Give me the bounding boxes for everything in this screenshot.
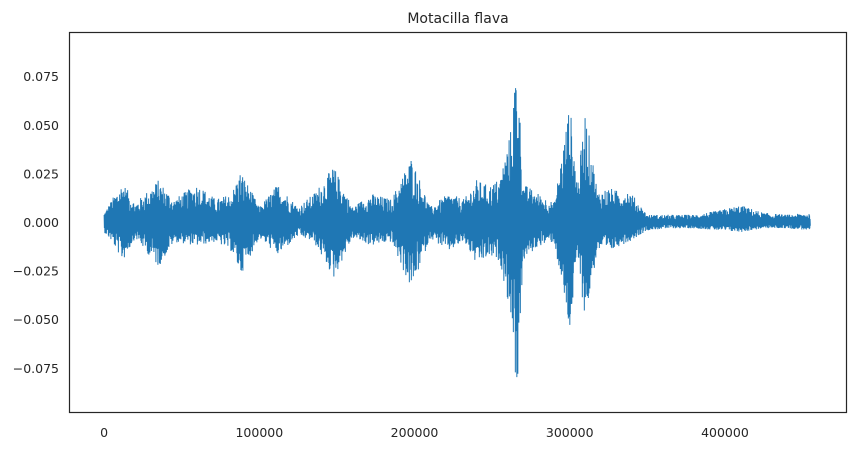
waveform-series-line: [103, 88, 811, 378]
y-tick-label: −0.075: [13, 361, 59, 376]
y-tick-label: 0.025: [23, 166, 59, 181]
x-tick-label: 300000: [546, 425, 594, 440]
x-axis: 0 100000 200000 300000 400000: [100, 425, 749, 440]
x-tick-label: 0: [100, 425, 108, 440]
y-tick-label: −0.050: [13, 312, 59, 327]
x-tick-label: 200000: [391, 425, 439, 440]
chart-title: Motacilla flava: [407, 11, 508, 27]
y-tick-label: −0.025: [13, 264, 59, 279]
x-tick-label: 100000: [235, 425, 283, 440]
axes-frame: [68, 31, 848, 414]
y-axis: 0.075 0.050 0.025 0.000 −0.025 −0.050 −0.075: [13, 69, 59, 376]
y-tick-label: 0.050: [23, 118, 59, 133]
y-tick-label: 0.075: [23, 69, 59, 84]
y-tick-label: 0.000: [23, 215, 59, 230]
x-tick-label: 400000: [701, 425, 749, 440]
plot-area: [103, 88, 811, 378]
